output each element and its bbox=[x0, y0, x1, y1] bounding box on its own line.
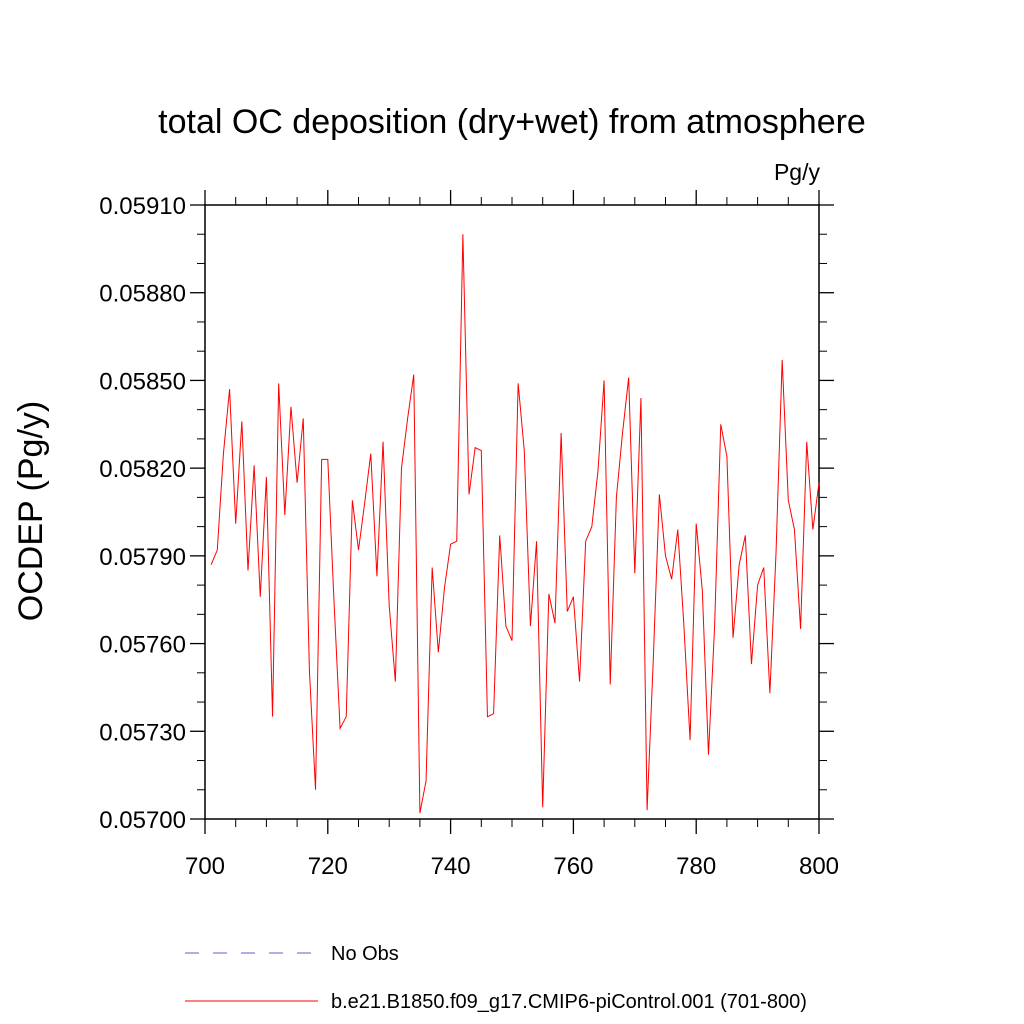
x-tick-label: 760 bbox=[553, 853, 593, 880]
y-tick-label: 0.05790 bbox=[99, 544, 186, 571]
y-axis-label: OCDEP (Pg/y) bbox=[12, 401, 50, 621]
series-line bbox=[210, 234, 820, 814]
legend-label-no-obs: No Obs bbox=[331, 943, 399, 965]
x-tick-label: 720 bbox=[308, 853, 348, 880]
y-axis: 0.05700 0.05730 0.05760 0.05790 0.05820 0.058… bbox=[99, 193, 834, 834]
y-tick-label: 0.05910 bbox=[99, 193, 186, 220]
chart-title: total OC deposition (dry+wet) from atmos… bbox=[158, 103, 866, 141]
legend: No Obs b.e21.B1850.f09_g17.CMIP6-piContr… bbox=[185, 943, 807, 1013]
x-tick-label: 700 bbox=[185, 853, 225, 880]
y-tick-label: 0.05730 bbox=[99, 719, 186, 746]
y-tick-label: 0.05880 bbox=[99, 281, 186, 308]
y-tick-label: 0.05700 bbox=[99, 807, 186, 834]
x-tick-label: 800 bbox=[799, 853, 839, 880]
x-axis: 700 720 740 760 780 800 bbox=[185, 190, 839, 880]
plot-frame bbox=[204, 204, 820, 820]
x-tick-label: 780 bbox=[676, 853, 716, 880]
series-layer bbox=[210, 234, 820, 814]
y-tick-label: 0.05760 bbox=[99, 632, 186, 659]
y-tick-label: 0.05820 bbox=[99, 456, 186, 483]
x-tick-label: 740 bbox=[431, 853, 471, 880]
y-tick-label: 0.05850 bbox=[99, 368, 186, 395]
legend-label-model: b.e21.B1850.f09_g17.CMIP6-piControl.001 … bbox=[331, 991, 807, 1013]
units-label: Pg/y bbox=[774, 159, 821, 185]
